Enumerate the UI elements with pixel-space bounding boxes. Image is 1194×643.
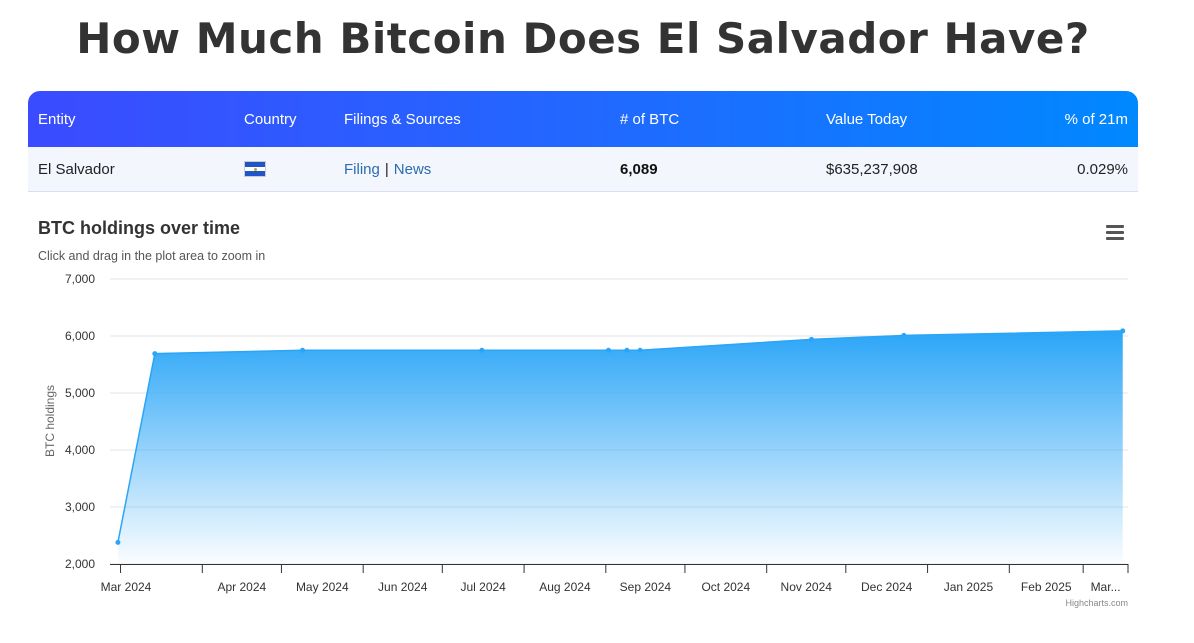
x-tick-label: Oct 2024 [701,580,750,594]
column-header-entity: Entity [38,110,76,128]
country-cell [244,147,266,191]
x-tick-label: May 2024 [296,580,349,594]
holdings-table: Entity Country Filings & Sources # of BT… [28,91,1138,192]
el-salvador-flag-icon [244,161,266,177]
page-title: How Much Bitcoin Does El Salvador Have? [76,14,1090,63]
hamburger-menu-icon[interactable] [1103,222,1127,242]
column-header-btc: # of BTC [620,110,680,128]
data-point [637,347,643,353]
y-tick-label: 2,000 [65,557,95,571]
x-tick-label: Feb 2025 [1021,580,1072,594]
column-header-pct-of-21m: % of 21m [1064,110,1128,128]
y-tick-label: 4,000 [65,443,95,457]
series-line [117,330,1123,543]
data-point [1120,328,1126,334]
chart-title: BTC holdings over time [38,218,241,238]
x-tick-label: Nov 2024 [781,580,833,594]
y-tick-label: 3,000 [65,500,95,514]
data-point [605,347,611,353]
y-tick-label: 6,000 [65,329,95,343]
x-tick-label: Apr 2024 [218,580,267,594]
axes: 2,000 3,000 4,000 5,000 6,000 7,000 Mar 2024 Ap… [65,272,1129,594]
series-points [115,328,1126,545]
column-header-value-today: Value Today [826,110,908,128]
table-row: El Salvador Filing | News 6,089 $635,237… [28,147,1138,192]
chart-subtitle: Click and drag in the plot area to zoom … [38,249,266,263]
data-point [479,347,485,353]
x-tick-label: Jun 2024 [378,580,428,594]
credits-link[interactable]: Highcharts.com [1065,598,1128,608]
series-area [117,330,1123,564]
entity-cell: El Salvador [38,160,115,178]
x-tick-label: Mar 2024 [101,580,152,594]
data-point [115,539,121,545]
pct-of-21m-cell: 0.029% [1077,160,1128,178]
link-separator: | [384,160,389,178]
data-point [624,347,630,353]
table-header-row: Entity Country Filings & Sources # of BT… [28,91,1138,147]
data-point [809,336,815,342]
x-tick-label: Aug 2024 [539,580,591,594]
area-fill [117,330,1123,564]
y-tick-label: 7,000 [65,272,95,286]
filing-link[interactable]: Filing [344,160,380,178]
x-tick-label: Sep 2024 [620,580,672,594]
filings-sources-cell: Filing | News [344,147,431,191]
data-point [901,332,907,338]
y-axis-label: BTC holdings [43,385,57,457]
x-tick-label: Jul 2024 [460,580,506,594]
btc-cell: 6,089 [620,160,658,178]
y-tick-label: 5,000 [65,386,95,400]
data-point [300,347,306,353]
value-today-cell: $635,237,908 [826,160,918,178]
column-header-filings-sources: Filings & Sources [344,110,461,128]
x-tick-label: Mar... [1091,580,1121,594]
news-link[interactable]: News [393,160,432,178]
data-point [152,351,158,357]
column-header-country: Country [244,110,297,128]
x-tick-label: Jan 2025 [944,580,994,594]
x-tick-label: Dec 2024 [861,580,913,594]
